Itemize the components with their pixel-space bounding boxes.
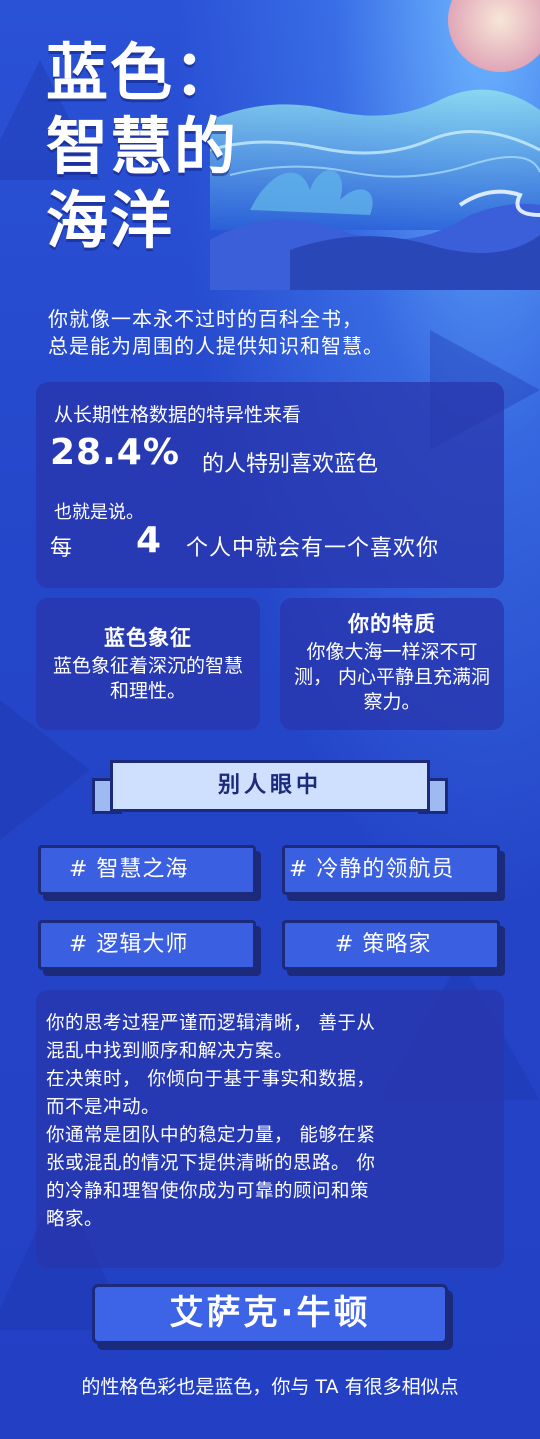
description-line: 张或混乱的情况下提供清晰的思路。 你 bbox=[46, 1153, 376, 1174]
stat-percent: 28.4% bbox=[50, 432, 180, 473]
intro-line: 总是能为周围的人提供知识和智慧。 bbox=[48, 334, 384, 358]
description-text: 你的思考过程严谨而逻辑清晰， 善于从 混乱中找到顺序和解决方案。 在决策时， 你… bbox=[46, 1010, 496, 1234]
symbol-card: 蓝色象征 蓝色象征着深沉的智慧和理性。 bbox=[36, 598, 260, 730]
stat-intro: 从长期性格数据的特异性来看 bbox=[54, 404, 302, 426]
stat-transition: 也就是说。 bbox=[54, 502, 144, 523]
statistics-card: 从长期性格数据的特异性来看 28.4% 的人特别喜欢蓝色 也就是说。 每 4 个… bbox=[36, 382, 504, 588]
stat-percent-label: 的人特别喜欢蓝色 bbox=[202, 452, 379, 477]
description-line: 而不是冲动。 bbox=[46, 1097, 161, 1118]
tag-badge: # 逻辑大师 bbox=[38, 920, 256, 970]
intro-line: 你就像一本永不过时的百科全书， bbox=[48, 307, 363, 331]
title-line: 海洋 bbox=[46, 184, 175, 257]
description-line: 你的思考过程严谨而逻辑清晰， 善于从 bbox=[46, 1013, 376, 1034]
tag-badge: # 冷静的领航员 bbox=[282, 845, 500, 895]
tag-badge: # 策略家 bbox=[282, 920, 500, 970]
description-line: 混乱中找到顺序和解决方案。 bbox=[46, 1041, 294, 1062]
stat-each-number: 4 bbox=[136, 520, 162, 561]
title-line: 蓝色： bbox=[46, 36, 239, 109]
description-line: 在决策时， 你倾向于基于事实和数据， bbox=[46, 1069, 376, 1090]
ocean-illustration bbox=[210, 0, 540, 290]
person-name: 艾萨克·牛顿 bbox=[92, 1284, 448, 1344]
title-line: 智慧的 bbox=[46, 110, 239, 183]
stat-each-suffix: 个人中就会有一个喜欢你 bbox=[186, 536, 440, 561]
traits-card: 你的特质 你像大海一样深不可测， 内心平静且充满洞察力。 bbox=[280, 598, 504, 730]
traits-card-body: 你像大海一样深不可测， 内心平静且充满洞察力。 bbox=[293, 641, 491, 713]
traits-card-title: 你的特质 bbox=[348, 612, 436, 636]
page-title: 蓝色： 智慧的 海洋 bbox=[46, 36, 238, 258]
symbol-card-title: 蓝色象征 bbox=[104, 626, 192, 650]
closing-text: 的性格色彩也是蓝色，你与 TA 有很多相似点 bbox=[81, 1376, 459, 1398]
symbol-card-body: 蓝色象征着深沉的智慧和理性。 bbox=[52, 655, 243, 702]
intro-text: 你就像一本永不过时的百科全书， 总是能为周围的人提供知识和智慧。 bbox=[48, 306, 518, 360]
description-line: 的冷静和理智使你成为可靠的顾问和策 bbox=[46, 1181, 370, 1202]
description-line: 你通常是团队中的稳定力量， 能够在紧 bbox=[46, 1125, 376, 1146]
tag-badge: # 智慧之海 bbox=[38, 845, 256, 895]
decor-triangle bbox=[0, 60, 100, 180]
section-ribbon: 别人眼中 bbox=[110, 760, 430, 812]
description-card: 你的思考过程严谨而逻辑清晰， 善于从 混乱中找到顺序和解决方案。 在决策时， 你… bbox=[36, 990, 504, 1268]
ocean-wave-icon bbox=[210, 0, 540, 290]
stat-each-prefix: 每 bbox=[50, 536, 73, 561]
description-line: 略家。 bbox=[46, 1209, 104, 1230]
